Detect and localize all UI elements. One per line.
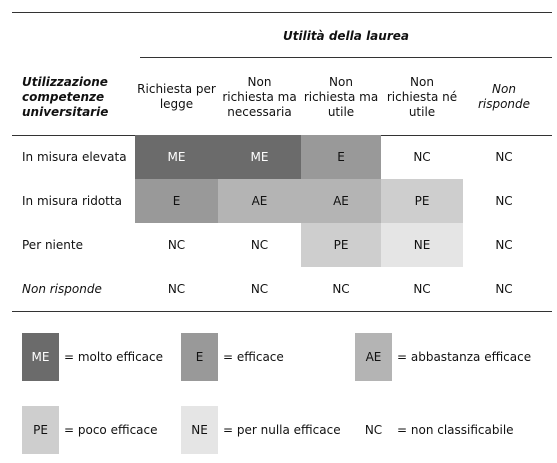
row-label: In misura ridotta [22,194,122,208]
cell: NC [250,282,269,296]
row-label: In misura elevata [22,150,127,164]
cell: PE [301,223,381,267]
rule [12,12,552,13]
legend-text: = molto efficace [64,350,164,364]
cell: E [135,179,218,223]
cell: NC [167,282,186,296]
cell: E [301,135,381,179]
legend-text: = abbastanza efficace [397,350,532,364]
cell: NC [495,282,513,296]
cell: NC [332,282,350,296]
cell: NC [495,150,513,164]
cell: ME [218,135,301,179]
cell: NC [167,238,186,252]
column-header: Non richiesta né utile [386,74,458,119]
cell: PE [381,179,463,223]
cell: NC [250,238,269,252]
legend-text: = poco efficace [64,423,158,437]
rule [140,57,552,58]
cell: NE [381,223,463,267]
group-header: Utilità della laurea [283,29,409,43]
cell: AE [218,179,301,223]
cell: NC [413,282,431,296]
column-header: Non richiesta ma utile [303,74,379,119]
cell: ME [135,135,218,179]
cell: NC [413,150,431,164]
legend-swatch: ME [22,333,59,381]
row-label: Per niente [22,238,83,252]
column-header: Non risponde [477,82,531,111]
cell: NC [495,194,513,208]
row-header: Utilizzazione competenze universitarie [22,74,109,119]
cell: NC [495,238,513,252]
row-label: Non risponde [22,282,102,296]
legend-text: = efficace [223,350,284,364]
column-header: Non richiesta ma necessaria [222,74,297,119]
legend-swatch: NC [364,423,383,437]
rule [12,311,552,312]
cell: AE [301,179,381,223]
legend-swatch: PE [22,406,59,454]
legend-swatch: NE [181,406,218,454]
legend-text: = non classificabile [397,423,514,437]
legend-text: = per nulla efficace [223,423,341,437]
column-header: Richiesta per legge [137,82,216,111]
legend-swatch: AE [355,333,392,381]
legend-swatch: E [181,333,218,381]
